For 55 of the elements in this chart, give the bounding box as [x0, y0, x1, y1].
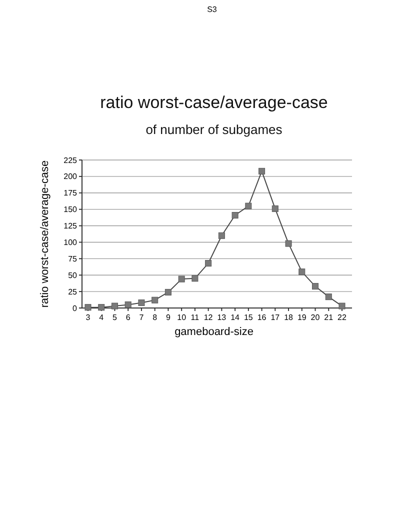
point — [325, 294, 332, 300]
y-tick-label: 225 — [64, 156, 78, 165]
x-tick-label: 18 — [284, 313, 294, 322]
x-tick-label: 14 — [230, 313, 240, 322]
point — [258, 168, 266, 174]
y-tick-label: 0 — [72, 304, 78, 313]
x-tick-label: 21 — [324, 313, 334, 322]
x-tick-label: 3 — [86, 313, 91, 322]
point — [272, 205, 278, 212]
y-axis-title: ratio worst-case/average-case — [39, 160, 51, 308]
x-tick-label: 20 — [310, 313, 320, 322]
x-tick-label: 9 — [166, 313, 171, 322]
chart-subtitle: of number of subgames — [146, 122, 283, 137]
x-tick-label: 6 — [126, 313, 131, 322]
point — [285, 240, 292, 247]
point — [138, 299, 145, 306]
x-tick-label: 19 — [297, 313, 307, 322]
x-tick-label: 17 — [270, 313, 280, 322]
point — [111, 302, 118, 310]
point — [232, 212, 238, 219]
point — [124, 301, 132, 308]
point — [312, 283, 319, 290]
point — [178, 276, 185, 282]
point — [192, 275, 198, 282]
text: S3 — [207, 5, 218, 14]
point — [218, 232, 225, 239]
x-tick-label: 15 — [244, 313, 254, 322]
y-tick-label: 175 — [64, 188, 78, 198]
x-tick-label: 12 — [204, 313, 214, 322]
y-tick-label: 75 — [68, 254, 78, 264]
point — [205, 260, 212, 267]
point — [298, 268, 306, 276]
x-tick-label: 7 — [139, 313, 144, 322]
point — [338, 302, 346, 310]
y-tick-label: 150 — [64, 205, 78, 214]
y-tick-label: 50 — [68, 270, 78, 280]
x-tick-label: 11 — [190, 313, 200, 322]
point — [245, 202, 252, 210]
chart-title: ratio worst-case/average-case — [100, 93, 328, 112]
point — [84, 304, 92, 311]
y-tick-label: 200 — [64, 172, 78, 182]
x-tick-label: 10 — [177, 313, 187, 322]
point — [152, 296, 158, 304]
point — [98, 304, 105, 311]
y-tick-label: 25 — [68, 287, 78, 296]
x-tick-label: 13 — [217, 313, 227, 322]
x-axis-title: gameboard-size — [174, 326, 254, 338]
x-tick-label: 4 — [99, 313, 104, 322]
x-tick-label: 22 — [338, 313, 347, 322]
x-tick-label: 5 — [112, 313, 118, 322]
x-tick-label: 16 — [257, 313, 267, 322]
point — [164, 288, 172, 296]
y-tick-label: 100 — [64, 238, 78, 248]
y-tick-label: 125 — [64, 222, 78, 231]
x-tick-label: 8 — [152, 313, 158, 322]
